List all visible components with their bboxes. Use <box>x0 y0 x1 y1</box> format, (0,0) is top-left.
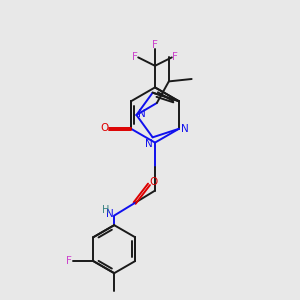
Text: F: F <box>132 52 138 62</box>
Text: O: O <box>100 123 109 133</box>
Text: N: N <box>106 208 114 219</box>
Text: N: N <box>181 124 189 134</box>
Text: F: F <box>172 52 178 62</box>
Text: N: N <box>138 109 145 119</box>
Text: O: O <box>150 177 158 188</box>
Text: F: F <box>152 40 158 50</box>
Text: F: F <box>66 256 72 266</box>
Text: N: N <box>145 139 153 148</box>
Text: H: H <box>101 205 109 214</box>
